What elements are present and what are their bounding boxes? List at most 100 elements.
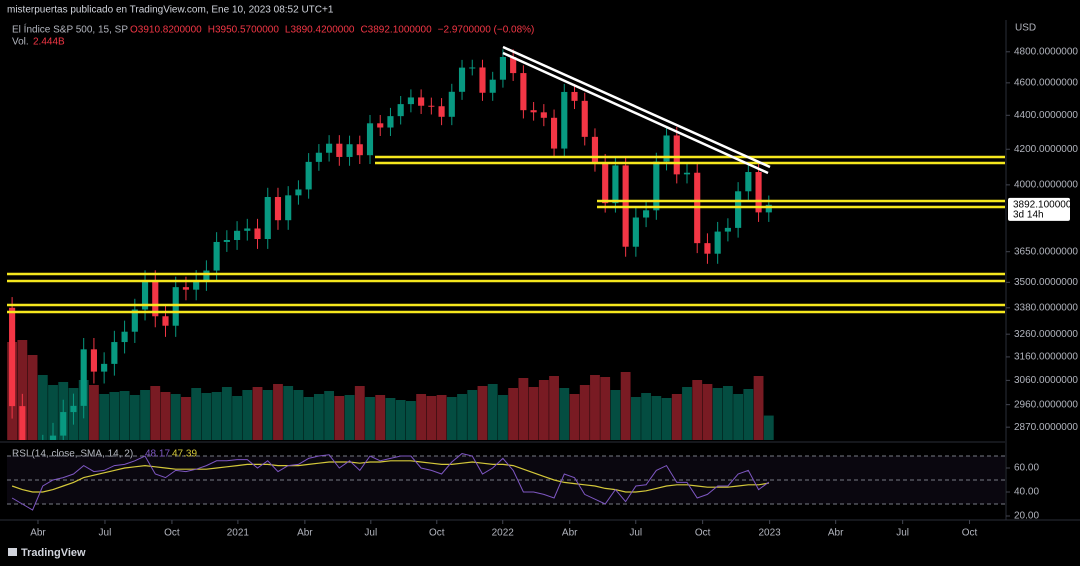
- candle-body: [295, 189, 302, 196]
- volume-bar: [702, 384, 713, 440]
- volume-bar: [365, 397, 375, 440]
- y-tick-label: 3500.0000000: [1014, 277, 1078, 288]
- volume-bar: [89, 385, 99, 440]
- volume-bar: [722, 386, 733, 440]
- candle-body: [274, 197, 282, 221]
- candle-body: [489, 79, 496, 93]
- candle-body: [653, 161, 660, 211]
- ohlc-readout: O3910.8200000 H3950.5700000 L3890.4200000 C…: [130, 25, 534, 36]
- x-tick-label: Jul: [364, 528, 377, 539]
- volume-bar: [753, 376, 764, 440]
- candle-body: [336, 143, 343, 157]
- volume-bar: [508, 388, 519, 440]
- volume-bar: [569, 394, 580, 440]
- x-tick-label: Jul: [629, 528, 642, 539]
- volume-bar: [385, 398, 396, 440]
- ohlc-value: L3890.4200000: [285, 25, 355, 36]
- publish-header: misterpuertas publicado en TradingView.c…: [7, 5, 334, 16]
- y-tick-label: 2870.0000000: [1014, 422, 1078, 433]
- candle-body: [101, 363, 108, 372]
- volume-bar: [27, 355, 38, 440]
- volume-bar: [651, 396, 662, 440]
- volume-bar: [303, 397, 314, 440]
- trend-line: [502, 51, 769, 175]
- y-tick-label: 4000.0000000: [1014, 180, 1078, 191]
- candle-body: [172, 287, 179, 326]
- volume-bar: [743, 389, 754, 440]
- x-tick-label: Abr: [30, 528, 46, 539]
- rsi-pane: [7, 453, 1005, 511]
- rsi-tick-label: 60.00: [1014, 463, 1039, 474]
- volume-bar: [436, 395, 447, 440]
- price-tag: [1008, 197, 1070, 221]
- volume-bar: [37, 375, 48, 440]
- x-tick-label: Abr: [828, 528, 844, 539]
- volume-bar: [7, 342, 18, 440]
- volume-bar: [661, 398, 672, 440]
- price-tag-label: 3892.1000000: [1013, 199, 1077, 210]
- candle-body: [469, 67, 476, 69]
- volume-bar: [293, 390, 304, 440]
- x-tick-label: 2021: [227, 528, 250, 539]
- volume-bar: [129, 395, 140, 440]
- candle-body: [561, 91, 568, 149]
- volume-bar: [262, 390, 273, 440]
- volume-bar: [140, 390, 150, 440]
- countdown: 3d 14h: [1013, 209, 1044, 220]
- volume-bar: [191, 388, 202, 440]
- rsi-sma-line: [11, 460, 769, 493]
- x-tick-label: Abr: [297, 528, 313, 539]
- x-tick-label: Jul: [896, 528, 909, 539]
- candle-body: [438, 106, 445, 117]
- ohlc-value: O3910.8200000: [130, 25, 202, 36]
- volume-bar: [590, 375, 600, 440]
- candle-body: [213, 241, 220, 271]
- volume-last: 2.444B: [33, 37, 65, 48]
- x-tick-label: 2023: [758, 528, 781, 539]
- volume-bar: [559, 388, 570, 440]
- volume-bar: [334, 396, 345, 440]
- volume-label: Vol.: [12, 37, 29, 48]
- volume-bar: [211, 392, 222, 440]
- volume-bar: [283, 386, 294, 440]
- candle-body: [182, 287, 190, 290]
- candle-body: [602, 162, 609, 204]
- y-tick-label: 2960.0000000: [1014, 399, 1078, 410]
- candle-body: [264, 197, 271, 240]
- candle-body: [571, 91, 578, 101]
- volume-bar: [160, 392, 171, 440]
- rsi-sma-value: 47.39: [172, 449, 197, 460]
- logo-text: TradingView: [21, 547, 86, 559]
- candle-body: [673, 135, 680, 175]
- volume-bar: [620, 372, 631, 440]
- volume-bar: [487, 384, 498, 440]
- y-tick-label: 4800.0000000: [1014, 46, 1078, 57]
- volume-bar: [232, 396, 242, 440]
- volume-bar: [641, 393, 651, 440]
- rsi-value: 48.17: [145, 449, 170, 460]
- volume-bar: [579, 385, 590, 440]
- candle-body: [244, 228, 251, 231]
- candle-body: [397, 104, 404, 117]
- candle-body: [254, 228, 261, 240]
- candle-body: [458, 67, 466, 92]
- drawings: [7, 45, 1005, 314]
- logo: TradingView: [8, 547, 86, 559]
- candle-body: [612, 165, 619, 204]
- volume-bar: [467, 390, 478, 440]
- y-tick-label: 3650.0000000: [1014, 246, 1078, 257]
- candle-body: [326, 143, 333, 153]
- volume-bar: [99, 394, 110, 440]
- candle-body: [428, 105, 435, 107]
- price-pane: [7, 49, 774, 440]
- candle-body: [663, 135, 670, 162]
- candle-body: [315, 152, 322, 162]
- candle-body: [540, 112, 547, 118]
- candle-body: [305, 161, 312, 190]
- x-tick-label: Jul: [99, 528, 112, 539]
- candle-body: [581, 100, 588, 137]
- currency: USD: [1015, 23, 1036, 34]
- candle-body: [162, 316, 169, 326]
